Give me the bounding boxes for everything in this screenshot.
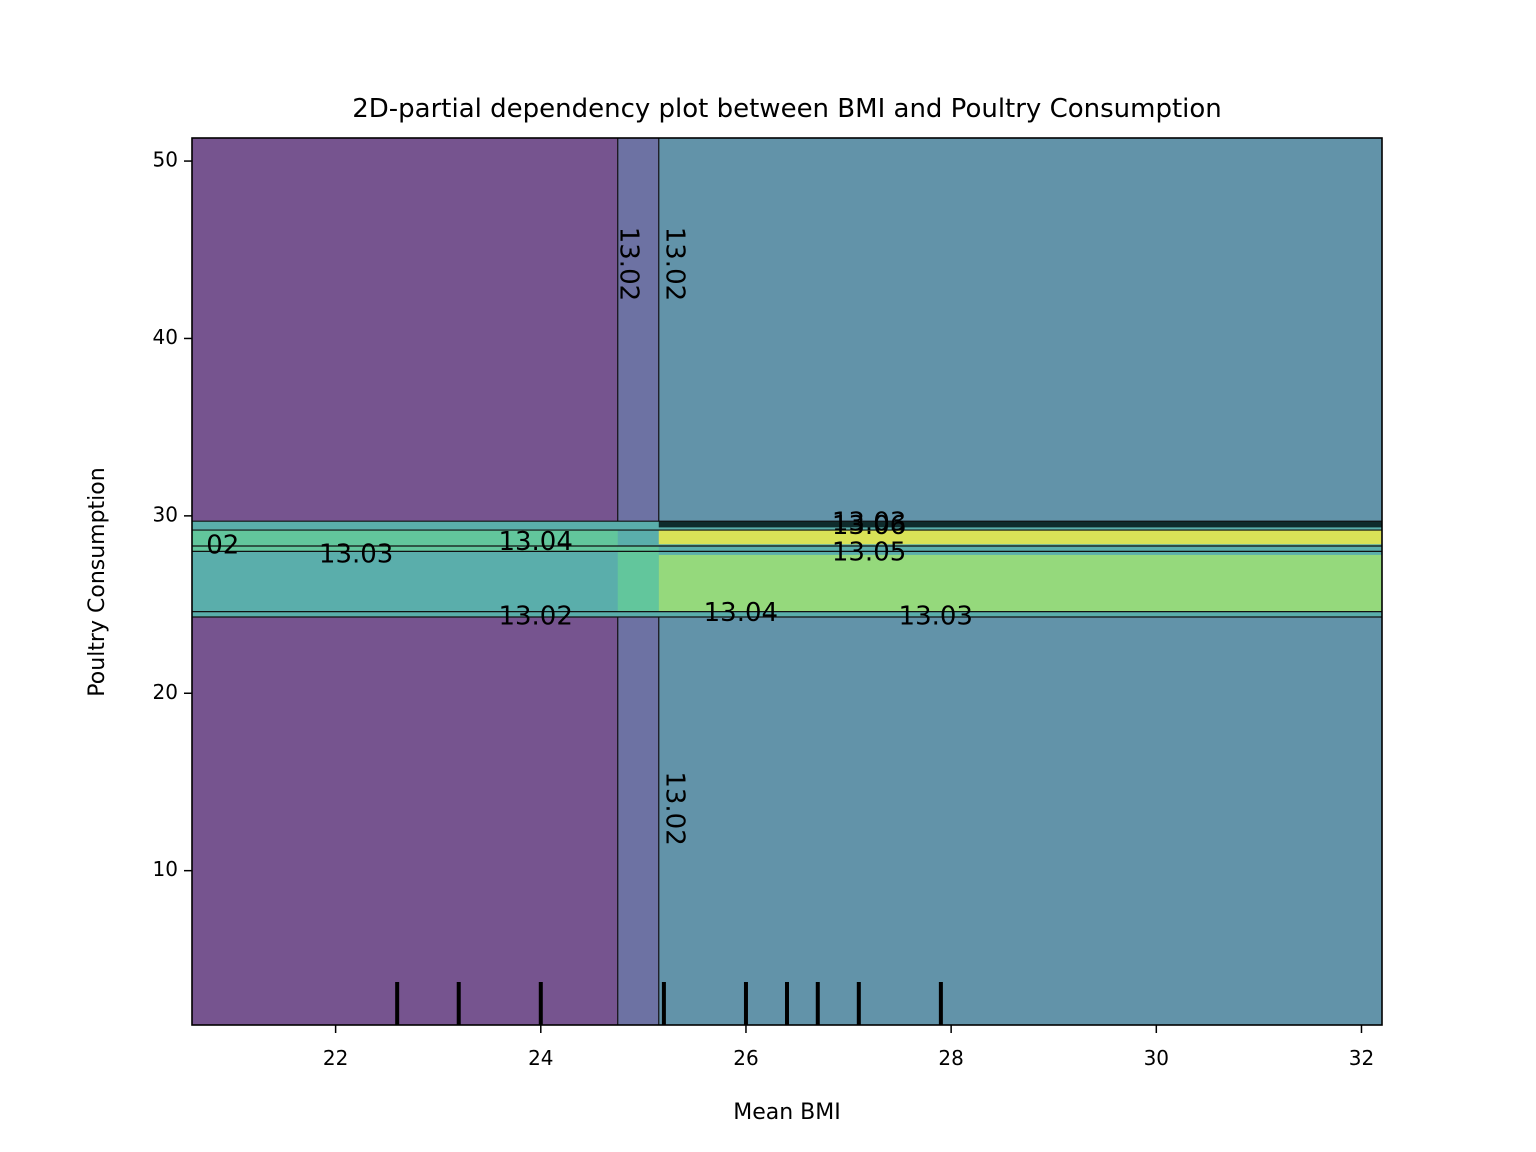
contour-label-11: 13.06 xyxy=(832,511,906,541)
x-tick-label-2: 26 xyxy=(733,1046,758,1070)
contour-region-1 xyxy=(192,138,618,522)
contour-label-5: 13.04 xyxy=(498,527,572,557)
contour-region-0 xyxy=(192,616,618,1025)
contour-region-2 xyxy=(617,616,659,1025)
contour-label-8: 13.03 xyxy=(899,601,973,631)
contour-label-1: 13.02 xyxy=(660,227,690,301)
x-tick-label-4: 30 xyxy=(1144,1046,1169,1070)
y-tick-label-0: 10 xyxy=(153,857,178,881)
contour-regions xyxy=(192,138,1382,1025)
contour-lines xyxy=(192,138,1382,1025)
x-tick-label-5: 32 xyxy=(1349,1046,1374,1070)
contour-label-2: 13.02 xyxy=(660,771,690,845)
x-tick-label-1: 24 xyxy=(528,1046,553,1070)
contour-label-6: 13.02 xyxy=(498,601,572,631)
y-tick-label-2: 30 xyxy=(153,502,178,526)
contour-label-9: 13.05 xyxy=(832,538,906,568)
x-tick-label-0: 22 xyxy=(323,1046,348,1070)
y-tick-label-3: 40 xyxy=(153,325,178,349)
y-axis: 10 20 30 40 50 xyxy=(153,148,192,881)
plot-frame xyxy=(191,137,1383,1026)
contour-region-3 xyxy=(617,138,659,522)
contour-label-10: 13.03 xyxy=(832,507,906,537)
x-tick-label-3: 28 xyxy=(938,1046,963,1070)
y-axis-label: Poultry Consumption xyxy=(85,467,110,696)
contour-labels: 13.02 13.02 13.02 02 13.03 13.04 13.02 13.04 13.… xyxy=(206,227,973,846)
contour-label-7: 13.04 xyxy=(704,598,778,628)
contour-region-11 xyxy=(658,521,1382,528)
contour-region-5 xyxy=(658,138,1382,522)
x-axis: 22 24 26 28 30 32 xyxy=(323,1025,1374,1070)
y-tick-label-1: 20 xyxy=(153,680,178,704)
contour-region-10 xyxy=(658,530,1382,545)
contour-label-3: 02 xyxy=(206,531,239,561)
x-axis-label: Mean BMI xyxy=(733,1100,841,1125)
rug-ticks xyxy=(395,982,943,1025)
contour-label-0: 13.02 xyxy=(613,227,643,301)
contour-region-9 xyxy=(658,554,1382,612)
contour-region-4 xyxy=(658,616,1382,1025)
chart-title: 2D-partial dependency plot between BMI a… xyxy=(352,94,1222,124)
y-tick-label-4: 50 xyxy=(153,148,178,172)
contour-label-4: 13.03 xyxy=(319,539,393,569)
contour-region-8 xyxy=(617,546,659,612)
